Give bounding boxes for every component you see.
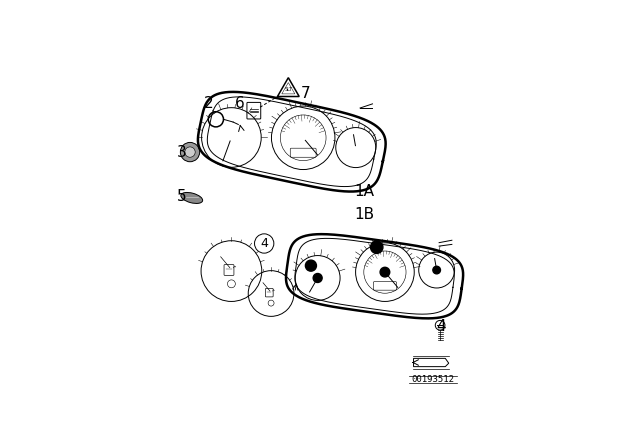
Text: 1B: 1B (354, 207, 374, 222)
Text: 4: 4 (260, 237, 268, 250)
Text: 2: 2 (204, 96, 214, 111)
Circle shape (433, 266, 440, 274)
Text: 4: 4 (436, 319, 446, 334)
Circle shape (380, 267, 390, 277)
Text: 1A: 1A (354, 184, 374, 199)
Circle shape (313, 273, 322, 283)
Circle shape (371, 241, 383, 254)
Text: 3: 3 (177, 145, 186, 159)
Circle shape (305, 260, 316, 271)
Text: 5: 5 (177, 190, 186, 204)
Circle shape (180, 142, 200, 162)
Text: SLT: SLT (284, 87, 292, 92)
Ellipse shape (181, 193, 203, 203)
Text: 00193512: 00193512 (412, 375, 454, 384)
Text: 6: 6 (235, 96, 245, 111)
Circle shape (185, 147, 195, 157)
Text: 7: 7 (301, 86, 310, 101)
